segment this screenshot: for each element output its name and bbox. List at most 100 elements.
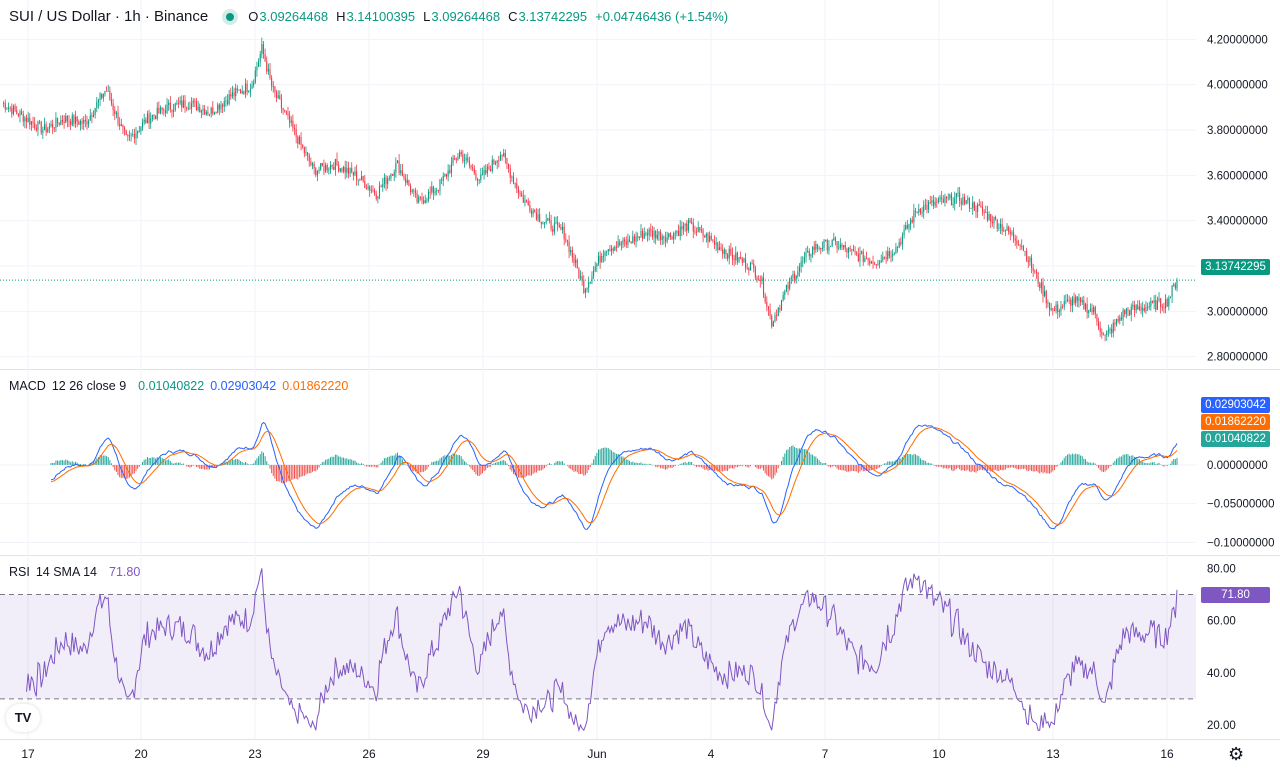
candle-body — [217, 104, 219, 113]
candle-body — [89, 115, 91, 121]
candle-body — [318, 169, 320, 172]
candle-body — [1014, 238, 1016, 241]
candle-body — [426, 199, 428, 201]
candle-body — [656, 234, 658, 239]
candle-body — [289, 115, 291, 123]
candle-body — [354, 171, 356, 176]
candle-body — [253, 82, 255, 86]
candle-body — [815, 243, 817, 250]
candle-body — [210, 107, 212, 114]
x-tick-label: 29 — [476, 747, 490, 761]
candle-body — [926, 204, 928, 210]
candle-body — [153, 115, 155, 116]
candle-body — [910, 219, 912, 225]
candle-body — [408, 180, 410, 186]
candle-body — [1153, 300, 1155, 303]
candle-body — [416, 192, 418, 203]
candle-body — [663, 236, 665, 239]
candle-body — [622, 239, 624, 245]
candle-body — [398, 160, 400, 174]
candle-body — [887, 251, 889, 259]
candle-body — [1166, 299, 1168, 307]
candle-body — [800, 261, 802, 268]
candle-body — [1011, 232, 1013, 234]
candle-body — [467, 157, 469, 161]
candle-body — [678, 230, 680, 236]
candle-body — [803, 257, 805, 262]
candle-body — [565, 239, 567, 241]
candle-body — [297, 136, 299, 144]
candle-body — [852, 249, 854, 252]
candle-body — [1003, 230, 1005, 232]
candle-body — [171, 109, 173, 112]
candle-body — [1158, 298, 1160, 301]
candle-body — [1163, 307, 1165, 309]
candle-body — [954, 197, 956, 204]
candle-body — [1019, 245, 1021, 247]
candle-body — [877, 263, 879, 265]
candle-body — [674, 232, 676, 234]
candle-body — [846, 248, 848, 253]
candle-body — [496, 160, 498, 163]
candle-body — [138, 130, 140, 132]
candle-body — [1101, 332, 1103, 335]
macd-tick-label: −0.10000000 — [1207, 537, 1274, 549]
candle-body — [235, 88, 237, 97]
candle-body — [88, 120, 90, 125]
rsi-header: RSI 14 SMA 14 71.80 — [9, 565, 140, 579]
candle-body — [779, 307, 781, 310]
candle-body — [869, 260, 871, 264]
candle-body — [627, 239, 629, 245]
macd-name: MACD — [9, 379, 46, 393]
candle-body — [932, 200, 935, 206]
candle-body — [700, 229, 702, 231]
candle-body — [710, 235, 712, 240]
candle-body — [140, 127, 142, 131]
candle-body — [872, 261, 874, 264]
candle-body — [539, 214, 541, 222]
candle-body — [1096, 314, 1098, 322]
candle-body — [339, 168, 341, 172]
candle-body — [818, 247, 820, 249]
candle-body — [32, 121, 34, 124]
candle-body — [387, 178, 389, 185]
candle-body — [298, 136, 300, 144]
candle-body — [550, 220, 552, 230]
candle-body — [1155, 300, 1157, 310]
candle-body — [870, 261, 872, 264]
candle-body — [735, 252, 737, 260]
candle-body — [205, 111, 207, 115]
candle-body — [1022, 246, 1024, 252]
candle-body — [437, 190, 439, 192]
candle-body — [944, 196, 946, 203]
candle-body — [377, 196, 379, 199]
candle-body — [697, 227, 699, 232]
candle-body — [713, 240, 716, 245]
candle-body — [241, 91, 243, 94]
candle-body — [712, 239, 714, 241]
candle-body — [159, 107, 162, 113]
gear-icon[interactable]: ⚙ — [1228, 744, 1245, 764]
candle-body — [380, 186, 382, 188]
candle-body — [485, 170, 487, 174]
candle-body — [434, 191, 436, 194]
x-tick-label: 10 — [932, 747, 946, 761]
candle-body — [1044, 291, 1046, 296]
tradingview-logo-icon[interactable]: TV — [6, 704, 40, 732]
candle-body — [601, 256, 603, 263]
candle-body — [517, 188, 519, 194]
candle-body — [346, 167, 348, 173]
candle-body — [1132, 304, 1134, 307]
candle-body — [648, 229, 650, 236]
candle-body — [1039, 283, 1041, 289]
candle-body — [421, 197, 423, 201]
candle-body — [280, 99, 283, 109]
candle-body — [1109, 328, 1111, 331]
candle-body — [816, 243, 819, 249]
candle-body — [829, 246, 832, 247]
candle-body — [1119, 317, 1121, 322]
candle-body — [344, 167, 346, 173]
candle-body — [645, 233, 647, 235]
candle-body — [978, 204, 980, 206]
